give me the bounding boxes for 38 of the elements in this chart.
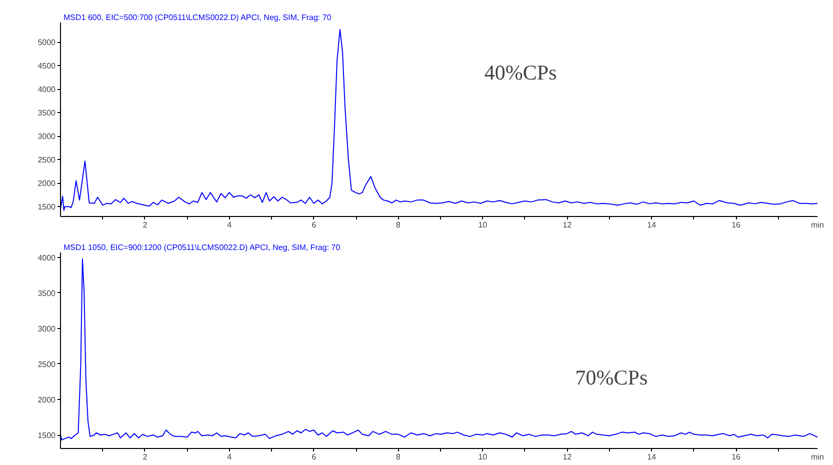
x-tick-label: 16 — [732, 452, 742, 462]
x-tick-label: 10 — [478, 452, 488, 462]
y-tick-label: 1500 — [38, 431, 56, 440]
line-series — [60, 258, 818, 440]
x-tick-label: 14 — [647, 220, 657, 230]
x-tick-label: 4 — [227, 220, 232, 230]
x-tick-label: 16 — [732, 220, 742, 230]
chart-title: MSD1 1050, EIC=900:1200 (CP0511\LCMS0022.D) APCI, Neg, SIM, Frag: 70 — [64, 243, 341, 252]
y-tick-label: 2000 — [38, 396, 56, 404]
x-tick-label: 8 — [396, 452, 402, 462]
chart-title: MSD1 600, EIC=500:700 (CP0511\LCMS0022.D) APCI, Neg, SIM, Frag: 70 — [64, 13, 332, 22]
y-tick-label: 1500 — [38, 202, 56, 212]
annotation: 40%CPs — [484, 60, 557, 85]
y-tick-label: 2500 — [38, 156, 56, 165]
x-tick-label: 6 — [312, 220, 317, 230]
x-axis-title: min — [811, 452, 824, 462]
line-series — [60, 29, 818, 211]
y-tick-label: 4500 — [38, 62, 56, 71]
x-tick-label: 2 — [142, 452, 148, 462]
x-tick-label: 4 — [227, 452, 232, 462]
y-tick-label: 3500 — [38, 288, 56, 298]
x-tick-label: 12 — [562, 452, 572, 462]
y-tick-label: 4000 — [38, 85, 56, 94]
y-tick-label: 3500 — [38, 108, 56, 118]
x-tick-label: 12 — [562, 220, 572, 230]
annotation: 70%CPs — [575, 366, 648, 390]
y-tick-label: 5000 — [38, 38, 56, 48]
x-tick-label: 8 — [396, 220, 402, 230]
x-tick-label: 6 — [312, 452, 317, 462]
y-tick-label: 2000 — [38, 179, 56, 188]
y-tick-label: 2500 — [38, 360, 56, 369]
x-axis-title: min — [811, 220, 824, 230]
y-tick-label: 3000 — [38, 132, 56, 142]
x-tick-label: 10 — [478, 220, 488, 230]
y-tick-label: 3000 — [38, 324, 56, 334]
x-tick-label: 14 — [647, 452, 657, 462]
x-tick-label: 2 — [142, 220, 148, 230]
y-tick-label: 4000 — [38, 253, 56, 262]
